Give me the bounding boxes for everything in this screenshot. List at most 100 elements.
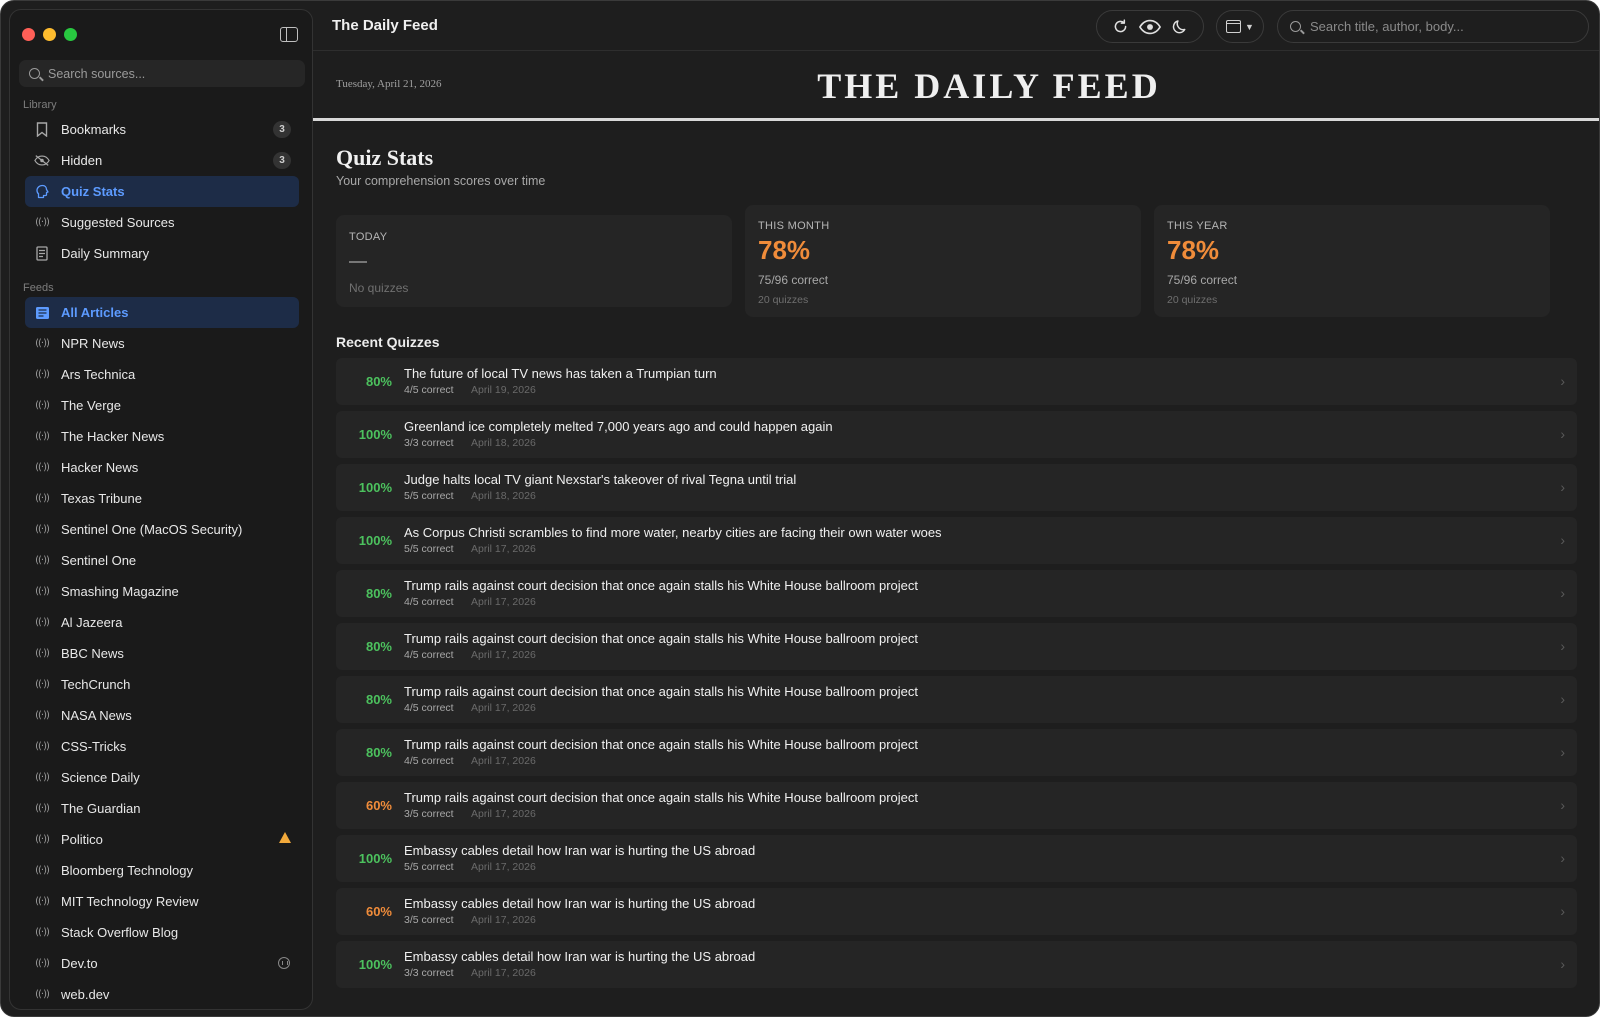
sidebar-item-hidden[interactable]: Hidden 3 <box>25 145 299 176</box>
broadcast-icon: ((·)) <box>35 989 50 1000</box>
sidebar-item-al-jazeera[interactable]: ((·)) Al Jazeera <box>25 607 299 638</box>
refresh-icon[interactable] <box>1109 16 1131 38</box>
quiz-date: April 17, 2026 <box>471 543 536 555</box>
zoom-window-button[interactable] <box>64 28 77 41</box>
broadcast-icon: ((·)) <box>35 958 50 969</box>
library-section-label: Library <box>23 99 57 111</box>
sidebar-item-npr-news[interactable]: ((·)) NPR News <box>25 328 299 359</box>
chevron-down-icon: ▼ <box>1245 21 1254 32</box>
quiz-score: 100% <box>358 480 392 495</box>
quiz-title: As Corpus Christi scrambles to find more… <box>404 525 942 540</box>
chevron-right-icon: › <box>1560 479 1565 495</box>
quiz-title: Trump rails against court decision that … <box>404 631 918 646</box>
recent-quizzes-list: 80% The future of local TV news has taken… <box>336 358 1577 994</box>
quiz-row[interactable]: 60% Embassy cables detail how Iran war is… <box>336 888 1577 935</box>
stat-empty-dash <box>349 261 367 263</box>
sidebar-item-label: Politico <box>61 832 103 847</box>
minimize-window-button[interactable] <box>43 28 56 41</box>
quiz-row[interactable]: 60% Trump rails against court decision th… <box>336 782 1577 829</box>
sidebar-item-the-hacker-news[interactable]: ((·)) The Hacker News <box>25 421 299 452</box>
document-icon <box>34 246 50 262</box>
quiz-correct: 4/5 correct <box>404 649 454 661</box>
broadcast-icon: ((·)) <box>35 462 50 473</box>
quiz-score: 80% <box>365 639 392 654</box>
app-title: The Daily Feed <box>332 17 438 34</box>
calendar-menu-button[interactable]: ▼ <box>1216 10 1264 43</box>
stat-label: TODAY <box>349 231 388 243</box>
broadcast-icon: ((·)) <box>35 772 50 783</box>
quiz-title: Trump rails against court decision that … <box>404 684 918 699</box>
quiz-date: April 17, 2026 <box>471 967 536 979</box>
sidebar-item-bloomberg-technology[interactable]: ((·)) Bloomberg Technology <box>25 855 299 886</box>
sidebar-item-label: Ars Technica <box>61 367 136 382</box>
sidebar-item-sentinel-one-macos-security[interactable]: ((·)) Sentinel One (MacOS Security) <box>25 514 299 545</box>
sidebar-item-hacker-news[interactable]: ((·)) Hacker News <box>25 452 299 483</box>
quiz-row[interactable]: 100% Embassy cables detail how Iran war i… <box>336 941 1577 988</box>
sidebar-item-techcrunch[interactable]: ((·)) TechCrunch <box>25 669 299 700</box>
sidebar-item-all-articles[interactable]: All Articles <box>25 297 299 328</box>
broadcast-icon: ((·)) <box>35 648 50 659</box>
recent-quizzes-heading: Recent Quizzes <box>336 334 440 350</box>
sidebar-item-politico[interactable]: ((·)) Politico <box>25 824 299 855</box>
sidebar-item-texas-tribune[interactable]: ((·)) Texas Tribune <box>25 483 299 514</box>
sidebar-item-label: Sentinel One <box>61 553 137 568</box>
sidebar-item-stack-overflow-blog[interactable]: ((·)) Stack Overflow Blog <box>25 917 299 948</box>
quiz-row[interactable]: 100% As Corpus Christi scrambles to find … <box>336 517 1577 564</box>
quiz-row[interactable]: 80% Trump rails against court decision th… <box>336 623 1577 670</box>
chevron-right-icon: › <box>1560 797 1565 813</box>
sidebar-item-daily-summary[interactable]: Daily Summary <box>25 238 299 269</box>
search-icon <box>1290 21 1301 32</box>
sidebar-item-web-dev[interactable]: ((·)) web.dev <box>25 979 299 1009</box>
quiz-title: Embassy cables detail how Iran war is hu… <box>404 843 756 858</box>
quiz-title: Trump rails against court decision that … <box>404 737 918 752</box>
sidebar-item-the-verge[interactable]: ((·)) The Verge <box>25 390 299 421</box>
chevron-right-icon: › <box>1560 903 1565 919</box>
sidebar-item-suggested-sources[interactable]: ((·)) Suggested Sources <box>25 207 299 238</box>
source-search-input[interactable]: Search sources... <box>19 60 305 87</box>
sidebar-item-label: The Guardian <box>61 801 141 816</box>
sidebar-item-label: Hacker News <box>61 460 139 475</box>
sidebar-toggle-icon[interactable] <box>280 27 298 42</box>
quiz-row[interactable]: 100% Judge halts local TV giant Nexstar's… <box>336 464 1577 511</box>
sidebar-item-label: Quiz Stats <box>61 184 125 199</box>
sidebar-item-science-daily[interactable]: ((·)) Science Daily <box>25 762 299 793</box>
main-content: The Daily Feed ▼ Search title, author, b… <box>313 1 1599 1016</box>
sidebar-item-label: Science Daily <box>61 770 140 785</box>
quiz-correct: 5/5 correct <box>404 490 454 502</box>
broadcast-icon: ((·)) <box>35 927 50 938</box>
sidebar-item-nasa-news[interactable]: ((·)) NASA News <box>25 700 299 731</box>
sidebar: Search sources... Library Bookmarks 3 Hidd… <box>9 9 313 1010</box>
quiz-row[interactable]: 100% Greenland ice completely melted 7,00… <box>336 411 1577 458</box>
newspaper-icon <box>34 305 50 321</box>
chevron-right-icon: › <box>1560 426 1565 442</box>
quiz-row[interactable]: 80% Trump rails against court decision th… <box>336 570 1577 617</box>
quiz-row[interactable]: 100% Embassy cables detail how Iran war i… <box>336 835 1577 882</box>
sidebar-item-sentinel-one[interactable]: ((·)) Sentinel One <box>25 545 299 576</box>
article-search-placeholder: Search title, author, body... <box>1310 19 1464 34</box>
broadcast-icon: ((·)) <box>35 896 50 907</box>
sidebar-item-quiz-stats[interactable]: Quiz Stats <box>25 176 299 207</box>
sidebar-item-label: CSS-Tricks <box>61 739 127 754</box>
eye-icon[interactable] <box>1139 16 1161 38</box>
broadcast-icon: ((·)) <box>35 617 50 628</box>
quiz-row[interactable]: 80% The future of local TV news has taken… <box>336 358 1577 405</box>
sidebar-item-mit-technology-review[interactable]: ((·)) MIT Technology Review <box>25 886 299 917</box>
sidebar-item-css-tricks[interactable]: ((·)) CSS-Tricks <box>25 731 299 762</box>
quiz-row[interactable]: 80% Trump rails against court decision th… <box>336 729 1577 776</box>
masthead-date: Tuesday, April 21, 2026 <box>336 78 442 90</box>
moon-icon[interactable] <box>1169 16 1191 38</box>
close-window-button[interactable] <box>22 28 35 41</box>
article-search-input[interactable]: Search title, author, body... <box>1277 10 1589 43</box>
sidebar-item-dev-to[interactable]: ((·)) Dev.to <box>25 948 299 979</box>
sidebar-item-ars-technica[interactable]: ((·)) Ars Technica <box>25 359 299 390</box>
sidebar-item-smashing-magazine[interactable]: ((·)) Smashing Magazine <box>25 576 299 607</box>
broadcast-icon: ((·)) <box>35 865 50 876</box>
quiz-row[interactable]: 80% Trump rails against court decision th… <box>336 676 1577 723</box>
chevron-right-icon: › <box>1560 585 1565 601</box>
sidebar-item-bbc-news[interactable]: ((·)) BBC News <box>25 638 299 669</box>
sidebar-item-the-guardian[interactable]: ((·)) The Guardian <box>25 793 299 824</box>
sidebar-item-label: Sentinel One (MacOS Security) <box>61 522 243 537</box>
broadcast-icon: ((·)) <box>35 741 50 752</box>
sidebar-item-bookmarks[interactable]: Bookmarks 3 <box>25 114 299 145</box>
quiz-correct: 5/5 correct <box>404 543 454 555</box>
